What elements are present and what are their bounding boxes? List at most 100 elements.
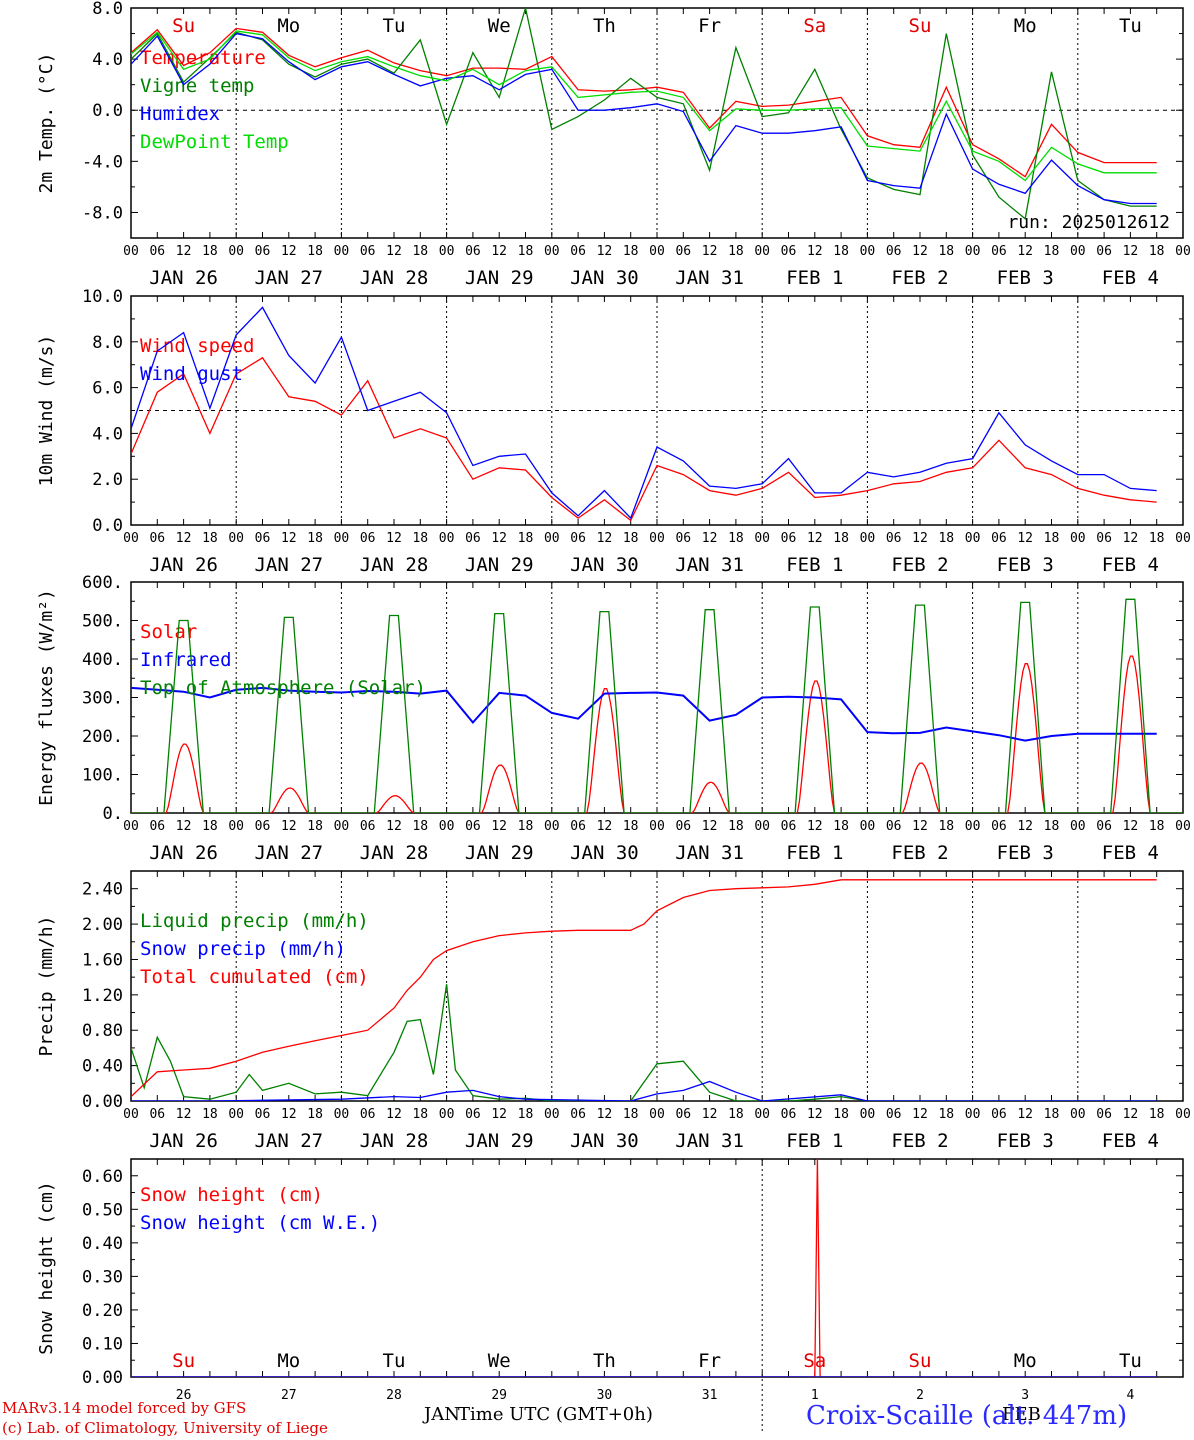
day-of-week-label: Th bbox=[593, 15, 616, 37]
hour-label: 18 bbox=[728, 819, 744, 834]
hour-label: 00 bbox=[965, 1107, 981, 1122]
day-number-label: 30 bbox=[597, 1388, 613, 1403]
hour-label: 18 bbox=[1044, 819, 1060, 834]
hour-label: 12 bbox=[702, 819, 718, 834]
hour-label: 06 bbox=[675, 244, 691, 259]
hour-label: 00 bbox=[649, 819, 665, 834]
hour-label: 00 bbox=[965, 819, 981, 834]
hour-label: 12 bbox=[281, 244, 297, 259]
hour-label: 18 bbox=[412, 819, 428, 834]
hour-label: 06 bbox=[149, 244, 165, 259]
day-of-week-label: Su bbox=[909, 1350, 932, 1372]
lab-credit: (c) Lab. of Climatology, University of L… bbox=[2, 1419, 328, 1437]
hour-label: 00 bbox=[1175, 244, 1191, 259]
plot-frame bbox=[130, 295, 1184, 526]
y-axis-title: 10m Wind (m/s) bbox=[36, 335, 57, 487]
y-tick-label: 10.0 bbox=[82, 287, 123, 307]
legend-entry: Humidex bbox=[140, 103, 220, 125]
legend-entry: Wind gust bbox=[140, 363, 243, 385]
hour-label: 12 bbox=[1123, 531, 1139, 546]
hour-label: 00 bbox=[123, 819, 139, 834]
day-of-week-label: Mo bbox=[1014, 15, 1037, 37]
day-of-week-label: Su bbox=[909, 15, 932, 37]
series-line bbox=[131, 27, 1157, 178]
hour-label: 00 bbox=[1175, 531, 1191, 546]
hour-label: 00 bbox=[860, 531, 876, 546]
date-label: JAN 27 bbox=[254, 1130, 323, 1152]
hour-label: 06 bbox=[1096, 244, 1112, 259]
hour-label: 00 bbox=[860, 1107, 876, 1122]
series-line bbox=[131, 30, 1157, 182]
hour-label: 06 bbox=[360, 244, 376, 259]
hour-label: 00 bbox=[1070, 819, 1086, 834]
hour-label: 00 bbox=[754, 819, 770, 834]
hour-label: 18 bbox=[518, 244, 534, 259]
hour-label: 06 bbox=[1096, 1107, 1112, 1122]
day-number-label: 28 bbox=[386, 1388, 402, 1403]
hour-label: 06 bbox=[781, 531, 797, 546]
hour-label: 06 bbox=[991, 819, 1007, 834]
hour-label: 06 bbox=[149, 531, 165, 546]
hour-label: 12 bbox=[912, 819, 928, 834]
panel-3: 0. 100. 200. 300. 400. 500. 600. Energy fluxes … bbox=[36, 573, 1191, 864]
day-number-label: 3 bbox=[1021, 1388, 1029, 1403]
date-label: FEB 3 bbox=[997, 554, 1054, 576]
day-of-week-label: Fr bbox=[698, 1350, 721, 1372]
hour-label: 00 bbox=[1175, 1107, 1191, 1122]
date-label: FEB 1 bbox=[786, 554, 843, 576]
legend-entry: Wind speed bbox=[140, 335, 254, 357]
hour-label: 06 bbox=[255, 244, 271, 259]
legend-entry: Snow height (cm W.E.) bbox=[140, 1212, 380, 1234]
y-tick-label: 8.0 bbox=[92, 0, 123, 19]
hour-label: 06 bbox=[465, 244, 481, 259]
hour-label: 06 bbox=[886, 531, 902, 546]
run-label: run: 2025012612 bbox=[1007, 212, 1170, 233]
date-label: JAN 29 bbox=[465, 554, 534, 576]
hour-label: 00 bbox=[228, 244, 244, 259]
hour-label: 00 bbox=[965, 531, 981, 546]
hour-label: 06 bbox=[149, 819, 165, 834]
y-tick-label: 2.40 bbox=[82, 880, 123, 900]
date-label: JAN 28 bbox=[360, 267, 429, 289]
y-tick-label: -4.0 bbox=[82, 152, 123, 172]
hour-label: 00 bbox=[1070, 1107, 1086, 1122]
y-tick-label: 4.0 bbox=[92, 424, 123, 444]
hour-label: 00 bbox=[123, 244, 139, 259]
hour-label: 06 bbox=[570, 244, 586, 259]
hour-label: 12 bbox=[597, 531, 613, 546]
hour-label: 18 bbox=[728, 244, 744, 259]
hour-label: 12 bbox=[702, 1107, 718, 1122]
y-tick-label: 1.60 bbox=[82, 950, 123, 970]
hour-label: 12 bbox=[1123, 819, 1139, 834]
hour-label: 12 bbox=[702, 531, 718, 546]
y-tick-label: 0.80 bbox=[82, 1021, 123, 1041]
hour-label: 18 bbox=[623, 819, 639, 834]
panel-5: 0.00 0.10 0.20 0.30 0.40 0.50 0.60 Snow height … bbox=[36, 1158, 1184, 1432]
hour-label: 12 bbox=[1123, 244, 1139, 259]
hour-label: 06 bbox=[465, 1107, 481, 1122]
hour-label: 12 bbox=[176, 244, 192, 259]
hour-label: 06 bbox=[255, 819, 271, 834]
date-label: JAN 26 bbox=[149, 554, 218, 576]
y-tick-label: 0.0 bbox=[92, 516, 123, 536]
y-axis-title: 2m Temp. (°C) bbox=[36, 53, 57, 194]
day-of-week-label: Tu bbox=[383, 15, 406, 37]
hour-label: 12 bbox=[491, 531, 507, 546]
hour-label: 06 bbox=[991, 1107, 1007, 1122]
hour-label: 00 bbox=[1175, 819, 1191, 834]
series-line bbox=[131, 598, 1183, 813]
hour-label: 18 bbox=[307, 819, 323, 834]
date-label: JAN 28 bbox=[360, 842, 429, 864]
date-label: JAN 31 bbox=[675, 842, 744, 864]
hour-label: 06 bbox=[886, 819, 902, 834]
hour-label: 18 bbox=[412, 1107, 428, 1122]
hour-label: 12 bbox=[597, 244, 613, 259]
hour-label: 06 bbox=[781, 1107, 797, 1122]
hour-label: 06 bbox=[781, 819, 797, 834]
date-label: FEB 1 bbox=[786, 267, 843, 289]
hour-label: 06 bbox=[360, 531, 376, 546]
day-of-week-label: Mo bbox=[1014, 1350, 1037, 1372]
hour-label: 18 bbox=[1044, 244, 1060, 259]
date-label: JAN 26 bbox=[149, 842, 218, 864]
hour-label: 18 bbox=[518, 531, 534, 546]
